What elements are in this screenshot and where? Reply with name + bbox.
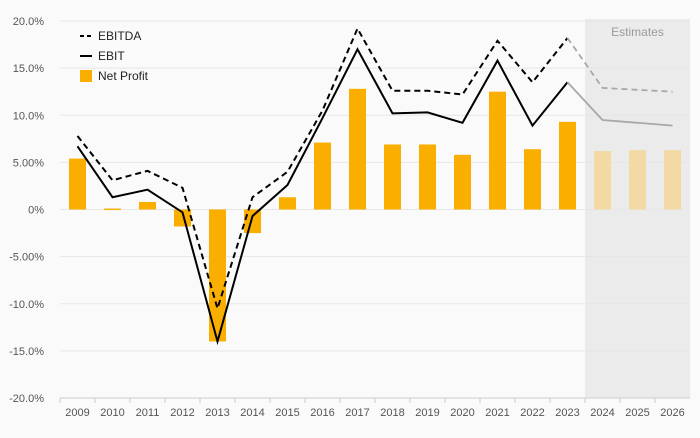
y-tick-label: 0% — [28, 205, 44, 217]
x-tick-label: 2026 — [660, 407, 684, 419]
net-profit-bar — [629, 150, 646, 210]
x-tick-label: 2019 — [415, 407, 439, 419]
net-profit-bar — [209, 209, 226, 342]
ebitda-line-estimate — [566, 37, 673, 93]
net-profit-bar — [174, 209, 191, 227]
net-profit-bar — [594, 151, 611, 210]
net-profit-bar — [559, 121, 576, 210]
net-profit-bar — [419, 144, 436, 210]
y-tick-label: 20.0% — [13, 16, 44, 28]
net-profit-bar — [314, 142, 331, 210]
x-tick-label: 2022 — [520, 407, 544, 419]
y-tick-label: 10.0% — [13, 110, 44, 122]
x-tick-label: 2023 — [555, 407, 579, 419]
ebit-line — [76, 47, 569, 346]
y-tick-label: 5.00% — [13, 157, 44, 169]
y-tick-label: -10.0% — [9, 299, 44, 311]
net-profit-bar — [279, 197, 296, 210]
estimates-label: Estimates — [611, 25, 664, 39]
net-profit-bar — [384, 144, 401, 210]
x-tick-label: 2013 — [205, 407, 229, 419]
y-tick-label: -15.0% — [9, 346, 44, 358]
x-tick-label: 2021 — [485, 407, 509, 419]
net-profit-bar — [454, 154, 471, 210]
x-tick-label: 2014 — [240, 407, 264, 419]
x-tick-label: 2015 — [275, 407, 299, 419]
net-profit-bar — [349, 88, 366, 210]
x-tick-label: 2018 — [380, 407, 404, 419]
x-tick-label: 2020 — [450, 407, 474, 419]
x-tick-label: 2017 — [345, 407, 369, 419]
x-tick-label: 2025 — [625, 407, 649, 419]
ebitda-line — [76, 26, 569, 312]
x-tick-label: 2024 — [590, 407, 614, 419]
net-profit-bar — [69, 158, 86, 210]
x-tick-label: 2012 — [170, 407, 194, 419]
net-profit-bar — [244, 209, 261, 234]
legend-ebitda-label: EBITDA — [98, 29, 141, 43]
x-tick-label: 2011 — [136, 407, 160, 419]
y-tick-label: -5.00% — [9, 252, 44, 264]
net-profit-bar — [524, 149, 541, 210]
x-tick-label: 2009 — [65, 407, 89, 419]
y-tick-label: -20.0% — [9, 393, 44, 405]
ebit-line-estimate — [566, 81, 673, 127]
net-profit-bar — [104, 208, 121, 211]
x-tick-label: 2010 — [100, 407, 124, 419]
net-profit-bar — [664, 150, 681, 210]
x-tick-label: 2016 — [310, 407, 334, 419]
net-profit-bar — [139, 201, 156, 210]
net-profit-bar — [489, 91, 506, 210]
y-tick-label: 15.0% — [13, 63, 44, 75]
legend-net-profit-label: Net Profit — [98, 69, 149, 83]
legend-net-profit-swatch — [80, 70, 92, 82]
legend-ebit-label: EBIT — [98, 49, 125, 63]
